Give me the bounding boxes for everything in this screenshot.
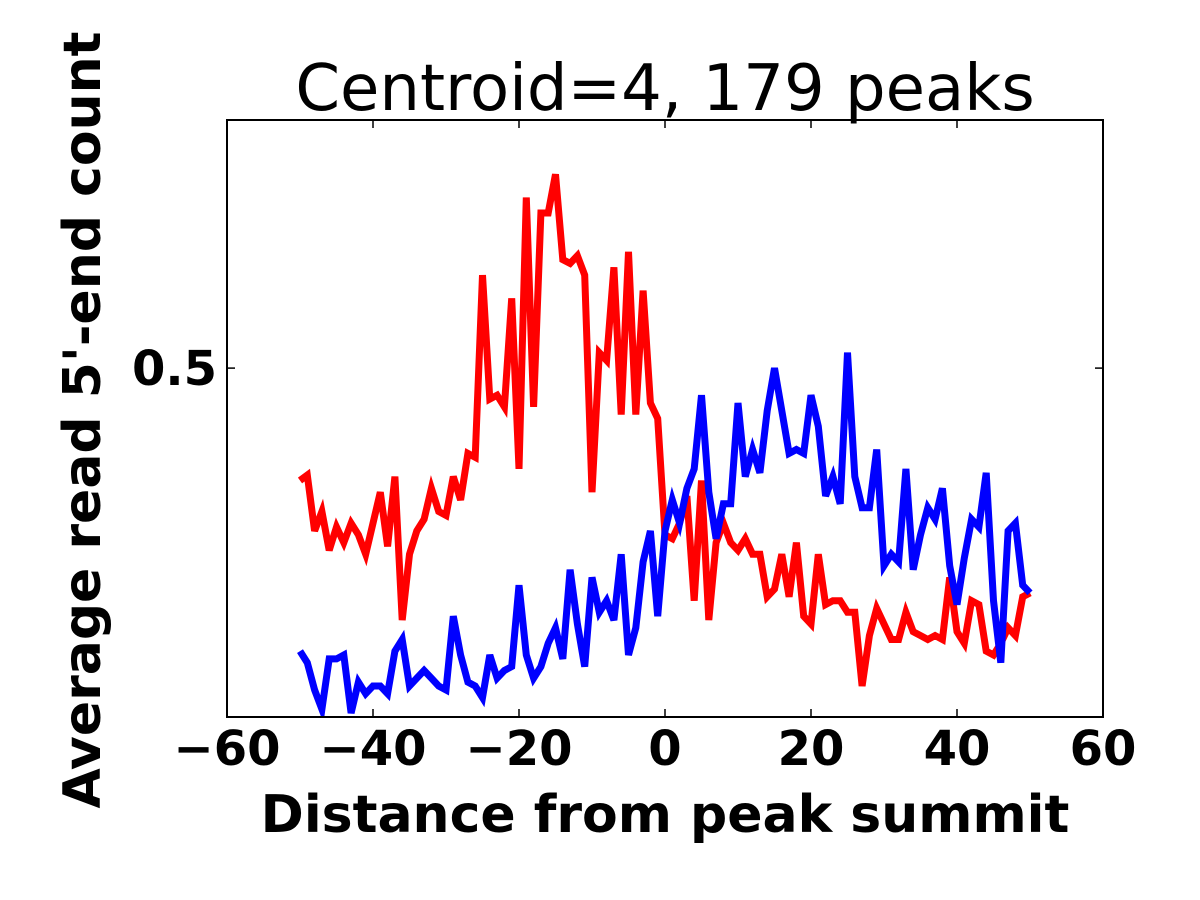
y-axis-label: Average read 5'-end count xyxy=(53,32,113,809)
y-tick-label: 0.5 xyxy=(132,341,217,397)
series-layer xyxy=(297,173,1033,717)
tick-layer: −60 −40 −20 0 20 40 60 0.5 xyxy=(132,120,1136,777)
x-tick-label: 60 xyxy=(1070,721,1137,777)
x-tick-label: −20 xyxy=(465,721,572,777)
x-tick-label: 0 xyxy=(648,721,681,777)
x-tick-label: −40 xyxy=(319,721,426,777)
x-tick-label: 40 xyxy=(924,721,991,777)
chart-title: Centroid=4, 179 peaks xyxy=(295,52,1034,126)
series-line-blue xyxy=(297,352,1033,717)
x-tick-label: −60 xyxy=(173,721,280,777)
x-tick-label: 20 xyxy=(778,721,845,777)
x-axis-label: Distance from peak summit xyxy=(261,785,1070,845)
